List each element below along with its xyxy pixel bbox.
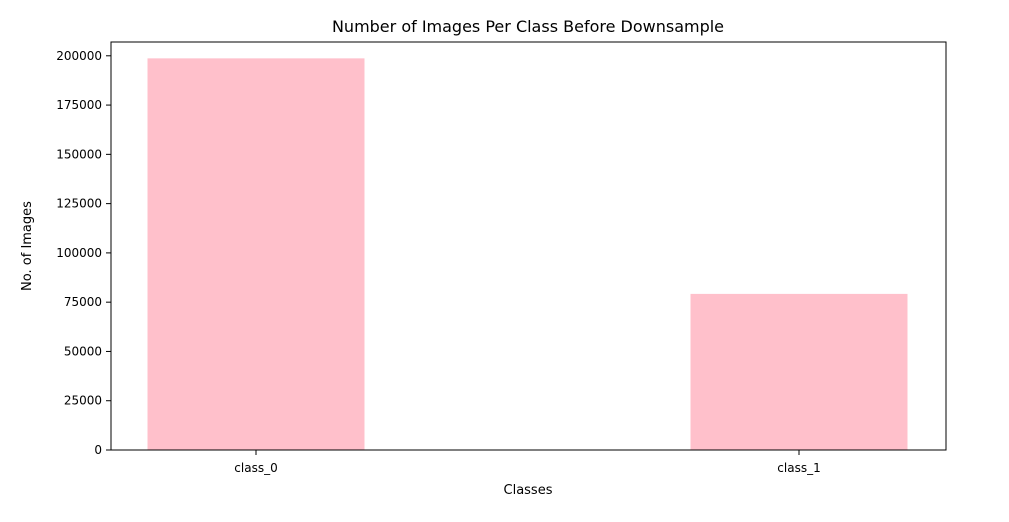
y-tick-label: 125000 bbox=[56, 197, 102, 211]
y-tick-label: 150000 bbox=[56, 147, 102, 161]
x-axis-label: Classes bbox=[504, 483, 553, 498]
chart-title: Number of Images Per Class Before Downsa… bbox=[332, 17, 724, 36]
y-tick-label: 0 bbox=[94, 443, 102, 457]
x-axis-ticks: class_0 class_1 bbox=[234, 450, 821, 475]
y-axis-ticks: 0 25000 50000 75000 100000 125000 150000 175000… bbox=[56, 49, 111, 457]
bars-group bbox=[147, 58, 908, 450]
plot-frame bbox=[110, 41, 947, 451]
y-tick-label: 175000 bbox=[56, 98, 102, 112]
y-tick-label: 200000 bbox=[56, 49, 102, 63]
y-tick-label: 50000 bbox=[64, 344, 102, 358]
x-tick-label: class_0 bbox=[234, 461, 277, 475]
y-tick-label: 25000 bbox=[64, 394, 102, 408]
bar-class-0 bbox=[147, 58, 365, 450]
bar-class-1 bbox=[690, 293, 908, 450]
x-tick-label: class_1 bbox=[777, 461, 820, 475]
y-tick-label: 75000 bbox=[64, 295, 102, 309]
y-tick-label: 100000 bbox=[56, 246, 102, 260]
y-axis-label: No. of Images bbox=[20, 201, 35, 291]
